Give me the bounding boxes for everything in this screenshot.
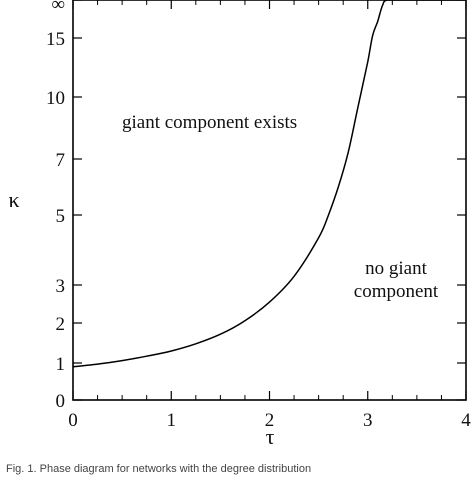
y-tick-label: 15: [46, 29, 65, 50]
y-tick-label: ∞: [51, 0, 65, 15]
plot-frame: [72, 0, 467, 401]
y-tick-label: 5: [56, 206, 66, 227]
x-tick-label: 2: [265, 410, 275, 431]
annotation-no-giant: no giant: [365, 258, 427, 279]
annotation-component: component: [354, 281, 439, 302]
x-tick-label: 1: [167, 410, 177, 431]
annotation-giant-component-exists: giant component exists: [122, 112, 297, 133]
y-tick-label: 3: [56, 276, 66, 297]
y-tick-label: 0: [56, 391, 66, 412]
y-tick-labels: 0 1 2 3 5 7 10 15 ∞: [46, 0, 65, 412]
ticks: [72, 0, 467, 401]
phase-boundary-line: [72, 0, 466, 368]
x-tick-label: 3: [363, 410, 373, 431]
figure-caption: Fig. 1. Phase diagram for networks with …: [6, 463, 312, 475]
y-axis-label: κ: [8, 187, 19, 212]
y-tick-label: 10: [46, 88, 65, 109]
y-tick-label: 2: [56, 314, 66, 335]
y-tick-label: 1: [56, 354, 66, 375]
x-tick-label: 4: [461, 410, 471, 431]
y-tick-label: 7: [56, 150, 66, 171]
x-tick-label: 0: [68, 410, 78, 431]
x-tick-labels: 0 1 2 3 4: [68, 410, 471, 431]
x-axis-label: τ: [266, 424, 275, 449]
